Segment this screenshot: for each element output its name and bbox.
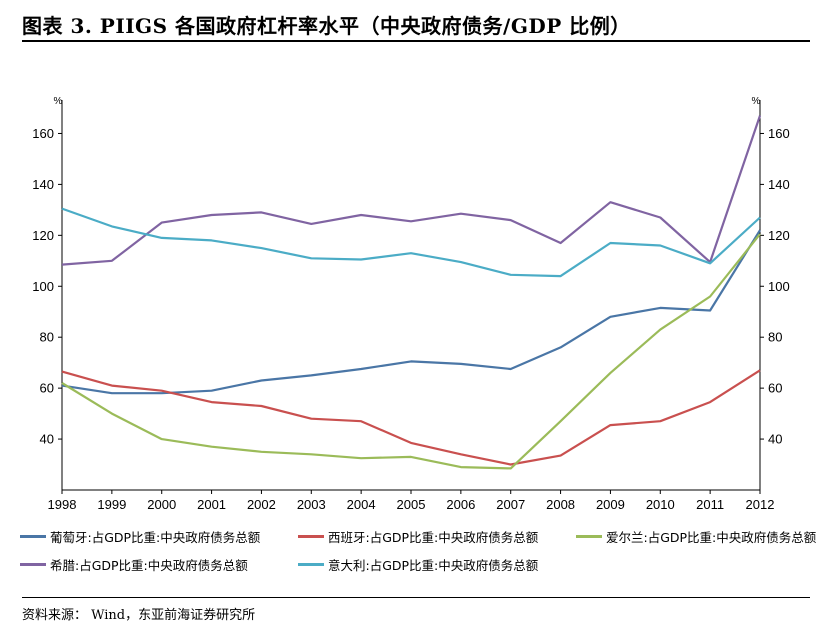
y-tick-label-right: 140 <box>768 177 790 192</box>
x-tick-label: 2009 <box>596 497 625 512</box>
y-tick-label-right: 40 <box>768 432 782 447</box>
x-tick-label: 2011 <box>696 497 724 512</box>
y-tick-label-left: 40 <box>40 432 54 447</box>
legend-swatch <box>576 535 602 538</box>
source-rule <box>22 597 810 598</box>
y-tick-label-left: 80 <box>40 330 54 345</box>
legend-item: 葡萄牙:占GDP比重:中央政府债务总额 <box>20 527 260 546</box>
x-tick-label: 2003 <box>297 497 326 512</box>
source-note: 资料来源： Wind，东亚前海证券研究所 <box>22 608 256 623</box>
y-tick-label-left: 100 <box>32 279 54 294</box>
chart-legend: 葡萄牙:占GDP比重:中央政府债务总额 西班牙:占GDP比重:中央政府债务总额 爱尔… <box>20 523 820 583</box>
legend-item: 希腊:占GDP比重:中央政府债务总额 <box>20 555 248 574</box>
title-rule <box>22 40 810 42</box>
x-tick-label: 2004 <box>347 497 376 512</box>
series-line-3 <box>61 233 761 470</box>
x-tick-label: 2010 <box>646 497 675 512</box>
y-tick-label-right: 80 <box>768 330 782 345</box>
figure-title: 图表 3. PIIGS 各国政府杠杆率水平（中央政府债务/GDP 比例） <box>22 14 631 38</box>
legend-label: 西班牙:占GDP比重:中央政府债务总额 <box>328 530 539 545</box>
x-tick-label: 1999 <box>97 497 126 512</box>
x-tick-label: 1998 <box>48 497 77 512</box>
y-unit-left: % <box>54 96 63 107</box>
y-tick-label-right: 160 <box>768 126 790 141</box>
x-tick-label: 2005 <box>397 497 426 512</box>
legend-swatch <box>20 535 46 538</box>
x-tick-label: 2012 <box>746 497 775 512</box>
x-tick-label: 2002 <box>247 497 276 512</box>
y-tick-label-left: 60 <box>40 381 54 396</box>
legend-label: 爱尔兰:占GDP比重:中央政府债务总额 <box>606 530 817 545</box>
x-tick-label: 2001 <box>197 497 226 512</box>
x-tick-label: 2006 <box>446 497 475 512</box>
legend-label: 意大利:占GDP比重:中央政府债务总额 <box>328 558 539 573</box>
x-tick-label: 2007 <box>496 497 525 512</box>
legend-swatch <box>298 563 324 566</box>
legend-item: 西班牙:占GDP比重:中央政府债务总额 <box>298 527 538 546</box>
series-line-5 <box>61 207 761 278</box>
y-tick-label-left: 120 <box>32 228 54 243</box>
x-tick-label: 2000 <box>147 497 176 512</box>
y-tick-label-left: 160 <box>32 126 54 141</box>
line-chart: % % 40 40 60 60 80 80 100 100 120 120 140 140 160 160 19… <box>32 96 790 512</box>
series-line-1 <box>61 229 761 395</box>
x-tick-label: 2008 <box>546 497 575 512</box>
legend-label: 葡萄牙:占GDP比重:中央政府债务总额 <box>50 530 261 545</box>
y-tick-label-right: 100 <box>768 279 790 294</box>
legend-item: 意大利:占GDP比重:中央政府债务总额 <box>298 555 538 574</box>
y-tick-label-right: 60 <box>768 381 782 396</box>
series-line-2 <box>61 369 761 466</box>
legend-label: 希腊:占GDP比重:中央政府债务总额 <box>50 558 248 573</box>
series-line-4 <box>61 115 762 266</box>
y-tick-label-right: 120 <box>768 228 790 243</box>
legend-item: 爱尔兰:占GDP比重:中央政府债务总额 <box>576 527 816 546</box>
legend-swatch <box>298 535 324 538</box>
y-unit-right: % <box>752 96 761 107</box>
legend-swatch <box>20 563 46 566</box>
y-tick-label-left: 140 <box>32 177 54 192</box>
